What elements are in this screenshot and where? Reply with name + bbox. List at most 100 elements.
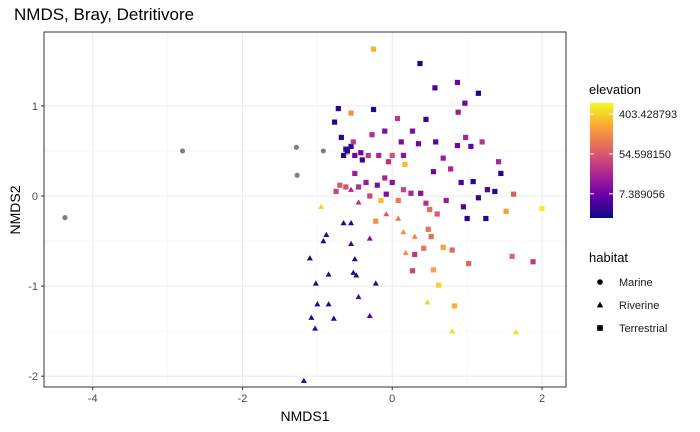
point-riverine <box>355 293 362 300</box>
point-riverine <box>300 377 307 383</box>
x-axis-label: NMDS1 <box>280 408 329 424</box>
colorbar-label: 54.598150 <box>619 149 671 161</box>
point-terrestrial <box>338 134 344 141</box>
point-riverine <box>348 220 355 226</box>
legend-key-terrestrial <box>597 325 603 331</box>
point-terrestrial <box>337 182 343 188</box>
point-marine <box>179 148 186 154</box>
point-marine <box>62 215 68 221</box>
point-terrestrial <box>462 100 468 106</box>
point-terrestrial <box>440 155 446 161</box>
colorbar-label: 7.389056 <box>619 189 665 201</box>
point-terrestrial <box>389 152 395 159</box>
point-terrestrial <box>350 139 356 145</box>
legend-key-marine <box>597 279 603 285</box>
point-terrestrial <box>440 244 446 250</box>
point-terrestrial <box>463 134 469 141</box>
elevation-legend-title: elevation <box>589 82 641 97</box>
point-terrestrial <box>443 197 449 204</box>
point-terrestrial <box>376 152 382 159</box>
point-terrestrial <box>454 142 461 149</box>
point-riverine <box>308 314 315 320</box>
point-terrestrial <box>503 208 509 214</box>
colorbar-ticks: 403.428793 54.598150 7.389056 <box>590 109 677 201</box>
point-riverine <box>348 240 355 246</box>
point-terrestrial <box>378 197 384 204</box>
x-tick-label: 0 <box>389 393 395 405</box>
point-terrestrial <box>428 233 434 240</box>
point-terrestrial <box>421 245 427 251</box>
point-terrestrial <box>492 188 498 195</box>
y-tick-label: 1 <box>32 101 38 113</box>
point-riverine <box>330 315 337 321</box>
point-terrestrial <box>355 184 362 190</box>
point-terrestrial <box>430 169 437 175</box>
plot-border <box>43 31 567 388</box>
point-terrestrial <box>348 143 354 150</box>
point-terrestrial <box>460 204 466 210</box>
data-points <box>62 46 545 383</box>
point-riverine <box>395 215 402 221</box>
point-terrestrial <box>352 170 358 177</box>
point-riverine <box>424 299 431 305</box>
point-terrestrial <box>409 268 416 274</box>
point-terrestrial <box>451 303 458 309</box>
point-terrestrial <box>382 175 388 181</box>
chart-title: NMDS, Bray, Detritivore <box>14 5 194 24</box>
legend-key-riverine <box>596 301 604 308</box>
point-terrestrial <box>408 190 414 196</box>
point-terrestrial <box>470 178 476 185</box>
point-riverine <box>351 256 358 262</box>
legend-label-terrestrial: Terrestrial <box>619 323 667 335</box>
point-terrestrial <box>418 190 424 196</box>
y-tick-label: -1 <box>28 281 38 293</box>
point-riverine <box>314 301 321 307</box>
point-terrestrial <box>333 188 339 195</box>
point-terrestrial <box>484 187 490 193</box>
point-riverine <box>372 280 379 286</box>
point-riverine <box>323 231 330 237</box>
point-terrestrial <box>423 116 429 122</box>
point-terrestrial <box>335 105 341 112</box>
point-terrestrial <box>359 157 365 163</box>
point-terrestrial <box>436 282 442 288</box>
point-terrestrial <box>449 247 455 253</box>
point-terrestrial <box>530 259 536 265</box>
point-terrestrial <box>475 195 481 201</box>
point-terrestrial <box>498 170 504 177</box>
plot-panel <box>44 32 566 387</box>
point-riverine <box>306 255 313 261</box>
point-riverine <box>512 329 519 335</box>
point-terrestrial <box>395 197 401 204</box>
point-terrestrial <box>344 148 350 154</box>
y-axis-label: NMDS2 <box>7 185 23 234</box>
habitat-legend: Marine Riverine Terrestrial <box>596 277 667 335</box>
point-terrestrial <box>398 139 404 145</box>
colorbar-label: 403.428793 <box>619 109 677 121</box>
point-terrestrial <box>369 132 375 138</box>
point-riverine <box>340 220 347 226</box>
point-terrestrial <box>425 226 431 232</box>
point-terrestrial <box>365 152 371 159</box>
point-riverine <box>348 186 355 192</box>
point-riverine <box>366 312 373 319</box>
point-terrestrial <box>510 191 517 197</box>
point-terrestrial <box>475 90 481 96</box>
point-riverine <box>353 272 360 278</box>
point-terrestrial <box>370 106 377 113</box>
y-axis-ticks: -2 -1 0 1 <box>28 101 44 383</box>
point-terrestrial <box>382 128 388 134</box>
point-terrestrial <box>423 200 429 206</box>
x-axis-ticks: -4 -2 0 2 <box>88 387 545 405</box>
habitat-legend-title: habitat <box>589 250 628 265</box>
point-terrestrial <box>340 152 347 159</box>
point-riverine <box>400 229 407 235</box>
point-riverine <box>320 238 327 244</box>
legend-label-riverine: Riverine <box>619 300 659 312</box>
point-riverine <box>350 269 357 275</box>
point-terrestrial <box>466 260 472 267</box>
point-riverine <box>325 301 332 307</box>
point-marine <box>294 172 300 178</box>
point-terrestrial <box>448 166 454 172</box>
point-terrestrial <box>417 60 423 67</box>
